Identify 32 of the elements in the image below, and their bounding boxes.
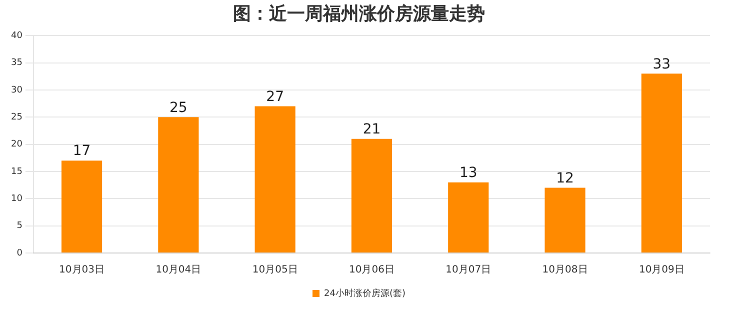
bar <box>641 74 682 252</box>
x-tick-label: 10月08日 <box>542 264 588 276</box>
bar <box>448 182 489 252</box>
y-tick-label: 20 <box>11 140 23 150</box>
y-tick-label: 0 <box>16 248 23 258</box>
x-tick-label: 10月04日 <box>156 264 202 276</box>
y-tick-label: 30 <box>11 85 23 96</box>
data-label: 12 <box>556 170 574 186</box>
x-tick-label: 10月06日 <box>349 264 394 276</box>
data-label: 13 <box>459 164 478 181</box>
y-tick-label: 10 <box>11 194 23 204</box>
bar <box>61 160 102 252</box>
x-tick-label: 10月03日 <box>59 264 105 276</box>
bar <box>254 106 296 252</box>
x-tick-label: 10月05日 <box>252 264 298 276</box>
data-label: 25 <box>170 100 188 116</box>
y-tick-label: 35 <box>11 58 22 68</box>
bar <box>351 138 392 252</box>
bar <box>158 117 199 252</box>
x-tick-label: 10月09日 <box>638 264 684 276</box>
data-label: 27 <box>266 88 284 105</box>
y-tick-label: 5 <box>16 221 22 232</box>
data-label: 21 <box>362 122 381 138</box>
x-tick-label: 10月07日 <box>446 264 492 276</box>
y-tick-label: 15 <box>11 166 22 177</box>
y-tick-label: 40 <box>11 30 23 41</box>
legend-label: 24小时涨价房源(套) <box>324 288 406 299</box>
data-label: 17 <box>72 143 91 160</box>
bar <box>544 188 586 252</box>
y-tick-label: 25 <box>11 112 22 122</box>
data-label: 33 <box>652 56 671 72</box>
chart-title: 图：近一周福州涨价房源量走势 <box>233 3 485 24</box>
